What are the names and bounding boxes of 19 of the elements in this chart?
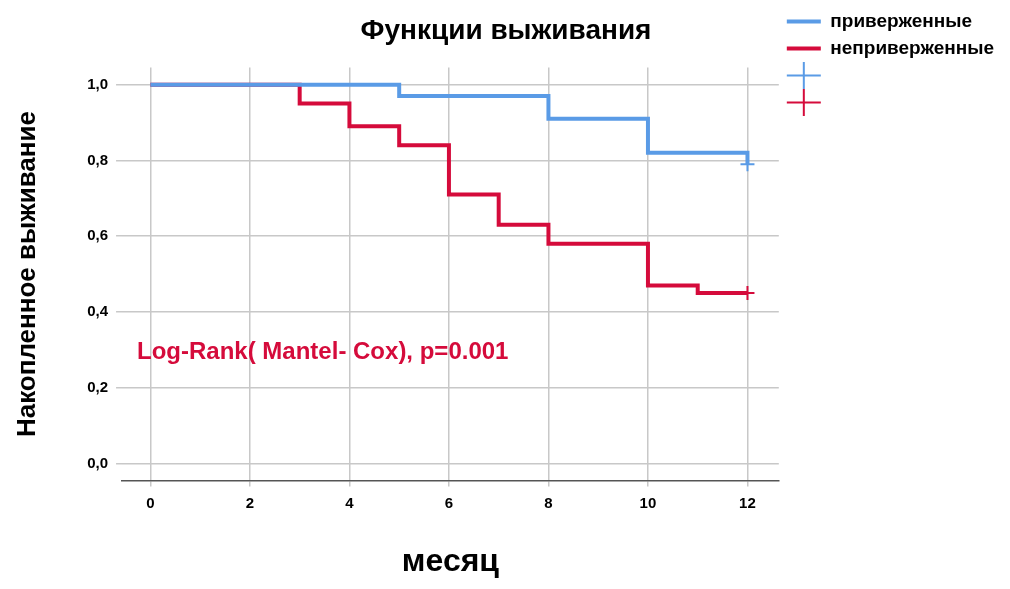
legend-label: приверженные — [830, 9, 972, 31]
x-axis-title: месяц — [401, 541, 500, 578]
y-tick-label: 1,0 — [87, 74, 109, 92]
x-tick-label: 6 — [444, 493, 454, 511]
chart-title: Функции выживания — [360, 13, 652, 45]
x-tick-label: 10 — [639, 493, 657, 511]
x-tick-label: 0 — [146, 493, 155, 511]
x-tick-label: 4 — [345, 493, 355, 511]
legend-label: неприверженные — [830, 36, 995, 58]
y-tick-label: 0,0 — [87, 453, 109, 471]
x-tick-label: 12 — [739, 493, 756, 511]
y-tick-label: 0,6 — [87, 226, 109, 244]
x-tick-label: 2 — [245, 493, 255, 511]
annotation: Log-Rank( Mantel- Cox), p=0.001 — [137, 337, 509, 365]
y-tick-label: 0,8 — [87, 150, 109, 168]
y-tick-label: 0,4 — [87, 302, 109, 320]
y-tick-label: 0,2 — [87, 377, 109, 395]
x-tick-label: 8 — [544, 493, 553, 511]
y-axis-title: Накопленное выживание — [10, 111, 41, 438]
